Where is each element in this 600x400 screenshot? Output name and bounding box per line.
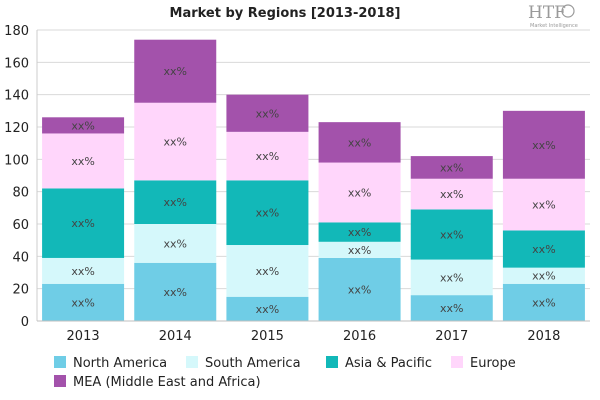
data-label: xx% — [164, 196, 187, 209]
legend: North America South America Asia & Pacific… — [54, 356, 516, 390]
data-label: xx% — [348, 283, 371, 296]
htf-logo: HTF Market Intelligence — [528, 3, 578, 29]
bar-segment — [134, 262, 217, 321]
y-tick-label: 160 — [4, 56, 29, 71]
legend-label: South America — [205, 356, 301, 371]
bar-segment — [134, 102, 217, 181]
legend-swatch — [451, 356, 463, 368]
bar-segment — [226, 245, 309, 297]
data-label: xx% — [348, 244, 371, 257]
x-tick-label: 2017 — [435, 329, 468, 344]
data-label: xx% — [164, 237, 187, 250]
data-label: xx% — [532, 270, 555, 283]
data-label: xx% — [532, 243, 555, 256]
data-label: xx% — [256, 265, 279, 278]
logo-brand: HTF — [528, 3, 566, 23]
data-label: xx% — [164, 136, 187, 149]
data-label: xx% — [440, 302, 463, 315]
data-label: xx% — [532, 139, 555, 152]
bar-segment — [318, 257, 401, 321]
bar-segment — [502, 230, 585, 268]
data-label: xx% — [164, 286, 187, 299]
y-tick-label: 60 — [12, 218, 29, 233]
y-tick-label: 80 — [12, 186, 29, 201]
data-label: xx% — [71, 155, 94, 168]
data-label: xx% — [164, 65, 187, 78]
legend-label: Europe — [470, 356, 516, 371]
y-tick-label: 100 — [4, 153, 29, 168]
data-label: xx% — [532, 296, 555, 309]
data-label: xx% — [71, 265, 94, 278]
bar-segment — [226, 296, 309, 321]
bar-segment — [502, 178, 585, 231]
bar-segment — [318, 241, 401, 258]
y-tick-label: 20 — [12, 283, 29, 298]
bar-segment — [134, 39, 217, 103]
logo-tagline: Market Intelligence — [530, 23, 578, 29]
data-label: xx% — [440, 188, 463, 201]
data-label: xx% — [71, 217, 94, 230]
data-label: xx% — [71, 119, 94, 132]
data-label: xx% — [256, 107, 279, 120]
bar-segment — [410, 178, 493, 210]
data-label: xx% — [256, 150, 279, 163]
bar-segment — [226, 180, 309, 246]
y-tick-label: 0 — [21, 315, 29, 330]
x-axis: 2013 2014 2015 2016 2017 2018 — [37, 320, 590, 344]
data-label: xx% — [440, 229, 463, 242]
bar-segment — [42, 283, 125, 321]
bars: xx% xx% xx% xx% xx% xx% xx% xx% xx% xx% xx% xx% xx% x… — [42, 39, 585, 321]
bar-segment — [318, 162, 401, 223]
x-tick-label: 2015 — [251, 329, 284, 344]
y-tick-label: 180 — [4, 24, 29, 39]
bar-segment — [226, 131, 309, 181]
bar-segment — [42, 133, 125, 189]
data-label: xx% — [532, 199, 555, 212]
data-label: xx% — [256, 207, 279, 220]
data-label: xx% — [71, 296, 94, 309]
y-tick-label: 140 — [4, 89, 29, 104]
y-axis: 0 20 40 60 80 100 120 140 160 180 — [4, 24, 38, 330]
legend-label: Asia & Pacific — [345, 356, 432, 371]
x-tick-label: 2018 — [527, 329, 560, 344]
bar-segment — [318, 122, 401, 163]
bar-segment — [502, 267, 585, 284]
data-label: xx% — [348, 136, 371, 149]
bar-segment — [134, 180, 217, 224]
y-tick-label: 120 — [4, 121, 29, 136]
bar-segment — [42, 188, 125, 258]
legend-swatch — [186, 356, 198, 368]
x-tick-label: 2013 — [67, 329, 100, 344]
data-label: xx% — [348, 226, 371, 239]
data-label: xx% — [348, 186, 371, 199]
data-label: xx% — [440, 161, 463, 174]
chart-title: Market by Regions [2013-2018] — [170, 6, 401, 21]
legend-swatch — [54, 356, 66, 368]
bar-segment — [502, 283, 585, 321]
x-tick-label: 2014 — [159, 329, 192, 344]
bar-segment — [226, 94, 309, 132]
bar-segment — [42, 257, 125, 284]
x-tick-label: 2016 — [343, 329, 376, 344]
legend-label: MEA (Middle East and Africa) — [73, 375, 261, 390]
bar-segment — [410, 295, 493, 321]
bar-segment — [410, 259, 493, 296]
legend-swatch — [54, 375, 66, 387]
data-label: xx% — [440, 271, 463, 284]
bar-segment — [42, 117, 125, 134]
legend-label: North America — [73, 356, 167, 371]
data-label: xx% — [256, 303, 279, 316]
bar-segment — [410, 156, 493, 179]
legend-swatch — [326, 356, 338, 368]
bar-segment — [410, 209, 493, 260]
bar-segment — [134, 224, 217, 263]
bar-segment — [502, 110, 585, 179]
y-tick-label: 40 — [12, 250, 29, 265]
bar-segment — [318, 222, 401, 242]
globe-icon — [561, 4, 575, 18]
